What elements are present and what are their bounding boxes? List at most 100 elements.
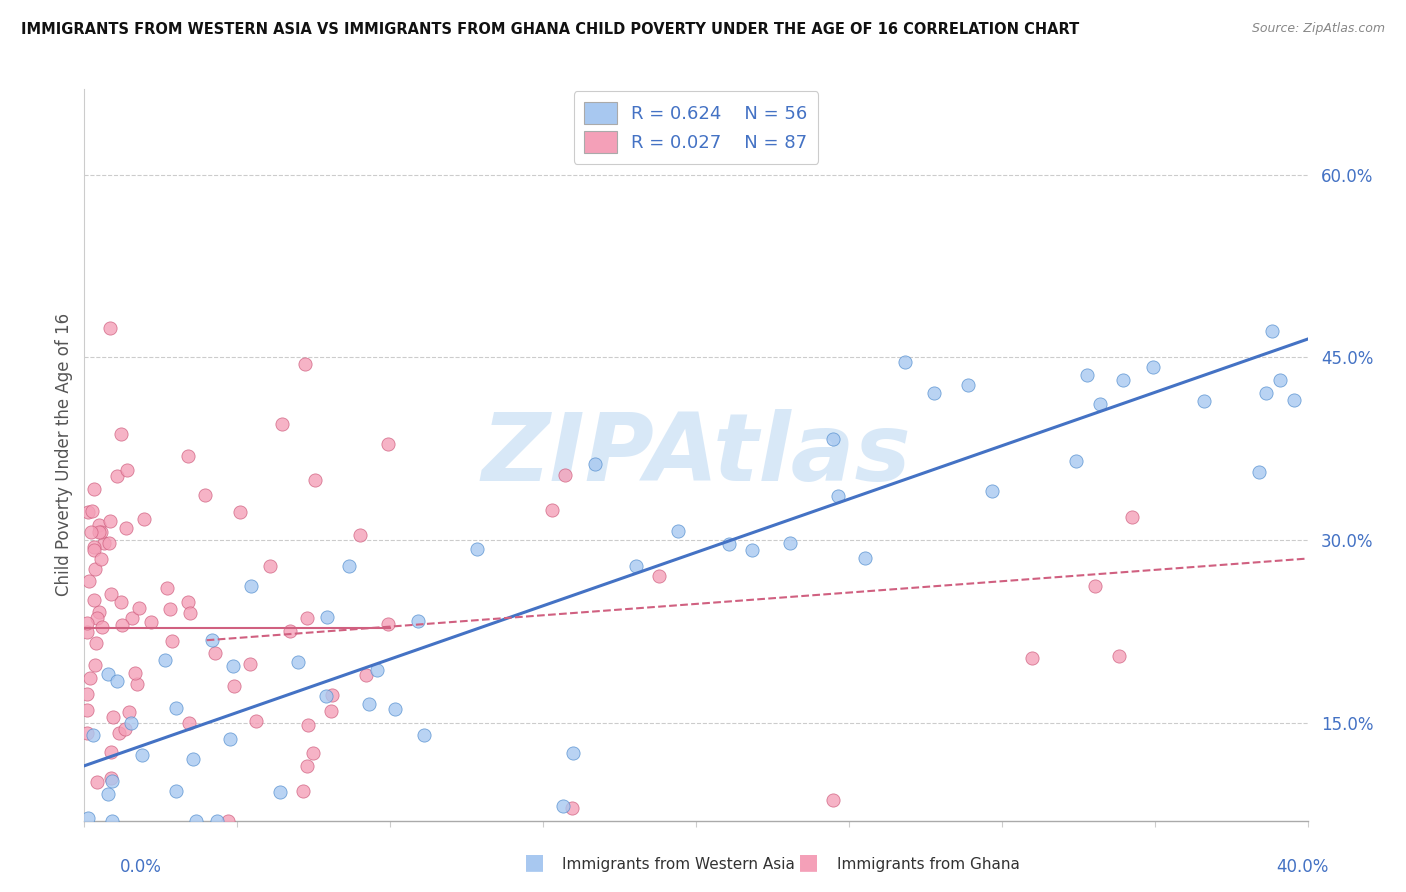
Point xyxy=(1121,510,1143,524)
Point xyxy=(218,731,240,746)
Point xyxy=(98,535,121,549)
Point xyxy=(108,726,131,740)
Text: 0.0%: 0.0% xyxy=(120,858,162,876)
Point xyxy=(561,801,583,815)
Point xyxy=(114,723,136,737)
Point xyxy=(302,746,325,760)
Point xyxy=(823,793,845,807)
Point xyxy=(1254,386,1277,401)
Point xyxy=(205,814,228,828)
Point xyxy=(269,785,291,799)
Point xyxy=(179,606,201,620)
Point xyxy=(408,614,430,628)
Point xyxy=(304,474,326,488)
Point xyxy=(105,469,128,483)
Point xyxy=(76,505,98,519)
Point xyxy=(467,542,489,557)
Point xyxy=(177,595,200,609)
Point xyxy=(295,611,318,625)
Point xyxy=(186,814,208,828)
Point xyxy=(76,703,98,717)
Point xyxy=(554,468,576,483)
Point xyxy=(1194,394,1216,409)
Point xyxy=(115,521,138,535)
Point xyxy=(100,745,122,759)
Point xyxy=(1282,392,1305,407)
Point xyxy=(101,814,124,828)
Point xyxy=(194,487,217,501)
Point xyxy=(278,624,301,638)
Point xyxy=(1021,651,1043,665)
Point xyxy=(76,811,98,825)
Point xyxy=(80,504,103,518)
Point xyxy=(90,551,112,566)
Point xyxy=(1064,454,1087,468)
Point xyxy=(354,668,377,682)
Point xyxy=(221,658,243,673)
Point xyxy=(89,517,111,532)
Point xyxy=(83,543,105,558)
Point xyxy=(270,417,292,432)
Point xyxy=(87,605,110,619)
Point xyxy=(98,514,121,528)
Point xyxy=(291,784,314,798)
Point xyxy=(240,579,263,593)
Point xyxy=(87,525,110,540)
Point xyxy=(1268,373,1291,387)
Point xyxy=(294,358,316,372)
Point xyxy=(83,482,105,496)
Point xyxy=(359,698,381,712)
Point xyxy=(83,658,105,673)
Point xyxy=(86,636,108,650)
Point xyxy=(105,673,128,688)
Point xyxy=(124,666,146,681)
Point xyxy=(97,787,120,801)
Point xyxy=(179,715,201,730)
Point xyxy=(337,558,360,573)
Point xyxy=(77,574,100,589)
Point xyxy=(922,385,945,400)
Point xyxy=(165,784,187,798)
Point xyxy=(315,610,337,624)
Point xyxy=(413,728,436,742)
Point xyxy=(160,634,183,648)
Point xyxy=(76,726,98,740)
Point xyxy=(204,647,226,661)
Point xyxy=(626,559,648,574)
Point xyxy=(980,484,1002,499)
Point xyxy=(165,701,187,715)
Point xyxy=(80,525,103,540)
Point xyxy=(93,536,115,550)
Point xyxy=(181,751,204,765)
Point xyxy=(956,378,979,392)
Legend: R = 0.624    N = 56, R = 0.027    N = 87: R = 0.624 N = 56, R = 0.027 N = 87 xyxy=(574,91,818,164)
Point xyxy=(217,814,239,828)
Point xyxy=(110,427,132,442)
Point xyxy=(259,559,281,574)
Point xyxy=(100,587,122,601)
Text: IMMIGRANTS FROM WESTERN ASIA VS IMMIGRANTS FROM GHANA CHILD POVERTY UNDER THE AG: IMMIGRANTS FROM WESTERN ASIA VS IMMIGRAN… xyxy=(21,22,1080,37)
Text: 40.0%: 40.0% xyxy=(1277,858,1329,876)
Point xyxy=(741,543,763,558)
Point xyxy=(779,536,801,550)
Point xyxy=(128,601,150,615)
Point xyxy=(1261,324,1284,338)
Point xyxy=(894,355,917,369)
Point xyxy=(551,799,574,814)
Point xyxy=(153,653,176,667)
Point xyxy=(76,616,98,631)
Point xyxy=(118,706,141,720)
Point xyxy=(111,618,134,632)
Point xyxy=(540,503,562,517)
Point xyxy=(90,524,112,539)
Y-axis label: Child Poverty Under the Age of 16: Child Poverty Under the Age of 16 xyxy=(55,313,73,597)
Point xyxy=(176,449,198,463)
Point xyxy=(297,717,319,731)
Point xyxy=(384,702,406,716)
Text: Immigrants from Ghana: Immigrants from Ghana xyxy=(837,857,1019,872)
Point xyxy=(100,771,122,785)
Text: ZIPAtlas: ZIPAtlas xyxy=(481,409,911,501)
Point xyxy=(1108,648,1130,663)
Text: Immigrants from Western Asia: Immigrants from Western Asia xyxy=(562,857,796,872)
Point xyxy=(321,688,343,702)
